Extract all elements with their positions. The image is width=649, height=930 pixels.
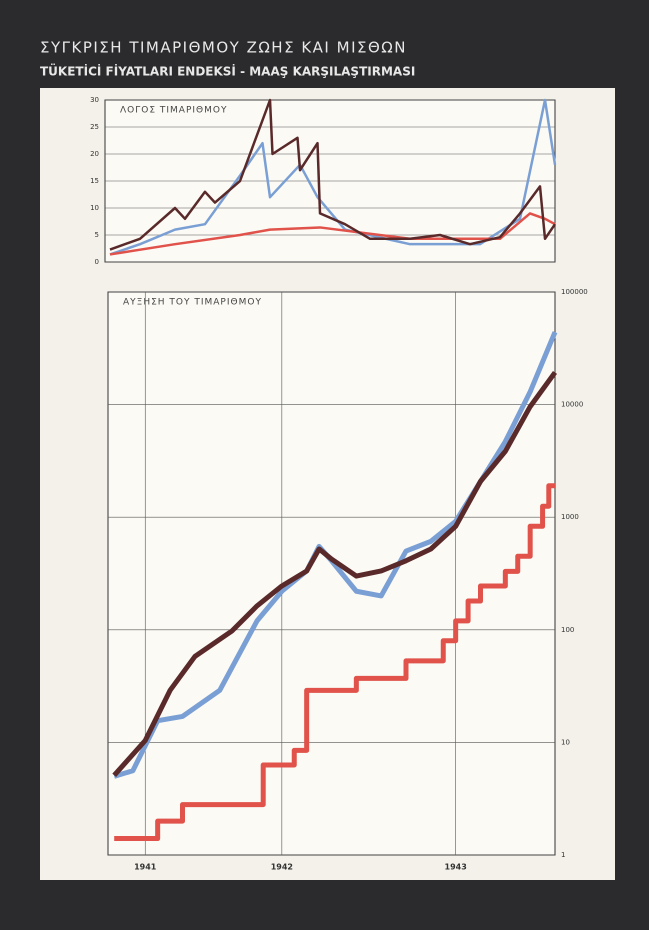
y-tick-label: 5: [95, 231, 99, 239]
y-tick-label: 10000: [561, 401, 583, 409]
poster-title: ΣΥΓΚΡΙΣΗ ΤΙΜΑΡΙΘΜΟΥ ΖΩΗΣ ΚΑΙ ΜΙΣΘΩΝ: [40, 39, 407, 57]
y-tick-label: 1000: [561, 513, 579, 521]
y-tick-label: 25: [90, 123, 99, 131]
y-tick-label: 0: [95, 258, 99, 266]
poster-subtitle: TÜKETİCİ FİYATLARI ENDEKSİ - MAAŞ KARŞIL…: [40, 64, 415, 79]
series-line: [114, 483, 555, 842]
y-tick-label: 15: [90, 177, 99, 185]
x-tick-label: 1941: [134, 863, 157, 872]
series-line: [112, 370, 558, 777]
y-tick-label: 10: [90, 204, 99, 212]
chart-title: ΛΟΓΟΣ ΤΙΜΑΡΙΘΜΟΥ: [120, 106, 227, 116]
series-line: [109, 212, 556, 256]
y-tick-label: 1: [561, 851, 565, 859]
y-tick-label: 100: [561, 626, 574, 634]
chart-title: ΑΥΞΗΣΗ ΤΟΥ ΤΙΜΑΡΙΘΜΟΥ: [123, 298, 262, 308]
y-tick-label: 100000: [561, 288, 588, 296]
x-tick-label: 1942: [271, 863, 293, 872]
y-tick-label: 10: [561, 738, 570, 746]
plot-area: [107, 291, 556, 856]
series-line: [109, 98, 557, 251]
y-tick-label: 30: [90, 96, 99, 104]
y-tick-label: 20: [90, 150, 99, 158]
x-tick-label: 1943: [445, 863, 467, 872]
